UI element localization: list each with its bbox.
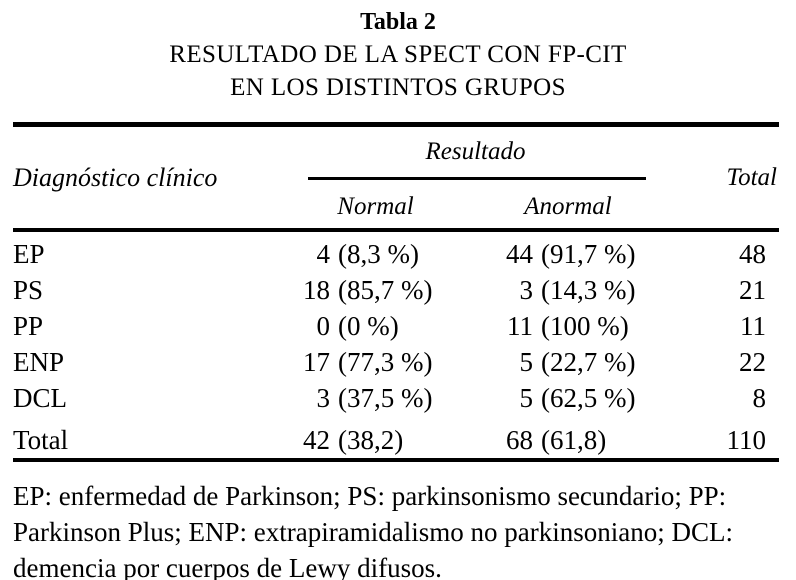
total-cell: 11 — [740, 311, 766, 341]
table-body-area: Diagnóstico clínico Resultado Normal Ano… — [13, 122, 779, 580]
abnormal-cell: 11 (100 %) — [468, 308, 668, 344]
normal-percent: (37,5 %) — [338, 383, 433, 413]
abnormal-percent: (62,5 %) — [541, 383, 636, 413]
row-label: Total — [13, 425, 69, 455]
result-spanner-rule — [308, 177, 646, 180]
abnormal-percent: (14,3 %) — [541, 275, 636, 305]
row-label: PP — [13, 311, 44, 341]
table-row: EP 4 (8,3 %) 44 (91,7 %) 48 — [13, 236, 779, 272]
normal-cell: 3 (37,5 %) — [283, 380, 468, 416]
header-bottom-rule — [13, 228, 779, 232]
normal-cell: 17 (77,3 %) — [283, 344, 468, 380]
normal-cell: 4 (8,3 %) — [283, 236, 468, 272]
total-cell: 21 — [739, 275, 766, 305]
footnote-line: demencia por cuerpos de Lewy difusos. — [13, 553, 442, 580]
abnormal-percent: (91,7 %) — [541, 239, 636, 269]
abnormal-percent: (100 %) — [541, 311, 629, 341]
header-abnormal: Anormal — [524, 193, 612, 220]
abnormal-count: 44 — [506, 239, 533, 269]
table-title-line-2: EN LOS DISTINTOS GRUPOS — [230, 74, 566, 101]
footnote-line: EP: enfermedad de Parkinson; PS: parkins… — [13, 481, 727, 511]
table-row: DCL 3 (37,5 %) 5 (62,5 %) 8 — [13, 380, 779, 416]
abnormal-cell: 5 (62,5 %) — [468, 380, 668, 416]
normal-cell: 0 (0 %) — [283, 308, 468, 344]
row-label: ENP — [13, 347, 65, 377]
table-header: Diagnóstico clínico Resultado Normal Ano… — [13, 127, 779, 228]
normal-count: 42 — [303, 425, 330, 455]
normal-cell: 42 (38,2) — [283, 422, 468, 458]
abnormal-count: 3 — [519, 275, 534, 305]
normal-count: 17 — [303, 347, 330, 377]
footnote-line: Parkinson Plus; ENP: extrapiramidalismo … — [13, 517, 733, 547]
table-row: PP 0 (0 %) 11 (100 %) 11 — [13, 308, 779, 344]
row-label: PS — [13, 275, 44, 305]
header-total: Total — [726, 163, 777, 191]
header-diagnosis: Diagnóstico clínico — [13, 162, 218, 192]
result-subcolumns: Normal Anormal — [283, 180, 668, 228]
normal-count: 18 — [303, 275, 330, 305]
totals-row: Total 42 (38,2) 68 (61,8) 110 — [13, 422, 779, 458]
top-rule — [13, 122, 779, 127]
normal-count: 3 — [316, 383, 331, 413]
abnormal-percent: (61,8) — [541, 425, 607, 455]
abnormal-cell: 44 (91,7 %) — [468, 236, 668, 272]
abnormal-cell: 5 (22,7 %) — [468, 344, 668, 380]
normal-percent: (0 %) — [338, 311, 399, 341]
table-row: ENP 17 (77,3 %) 5 (22,7 %) 22 — [13, 344, 779, 380]
normal-percent: (77,3 %) — [338, 347, 433, 377]
normal-count: 0 — [316, 311, 331, 341]
table-title-block: Tabla 2 RESULTADO DE LA SPECT CON FP-CIT… — [0, 0, 796, 104]
abnormal-count: 5 — [519, 383, 534, 413]
total-cell: 22 — [739, 347, 766, 377]
abnormal-count: 68 — [506, 425, 533, 455]
row-label: DCL — [13, 383, 67, 413]
total-cell: 48 — [739, 239, 766, 269]
normal-count: 4 — [316, 239, 331, 269]
total-cell: 8 — [752, 383, 767, 413]
table-number: Tabla 2 — [360, 9, 436, 35]
normal-percent: (8,3 %) — [338, 239, 419, 269]
bottom-rule — [13, 458, 779, 462]
abnormal-cell: 3 (14,3 %) — [468, 272, 668, 308]
header-normal: Normal — [337, 193, 414, 220]
normal-percent: (38,2) — [338, 425, 404, 455]
abnormal-count: 11 — [507, 311, 533, 341]
table-title-line-1: RESULTADO DE LA SPECT CON FP-CIT — [169, 41, 627, 68]
normal-percent: (85,7 %) — [338, 275, 433, 305]
header-result-label: Resultado — [425, 138, 526, 165]
header-result-group: Resultado Normal Anormal — [283, 127, 668, 228]
table-row: PS 18 (85,7 %) 3 (14,3 %) 21 — [13, 272, 779, 308]
row-label: EP — [13, 239, 45, 269]
abnormal-count: 5 — [519, 347, 534, 377]
table-footnote: EP: enfermedad de Parkinson; PS: parkins… — [13, 462, 779, 580]
abnormal-cell: 68 (61,8) — [468, 422, 668, 458]
table-rows: EP 4 (8,3 %) 44 (91,7 %) 48 PS 18 (85,7 … — [13, 232, 779, 458]
total-cell: 110 — [726, 425, 767, 455]
normal-cell: 18 (85,7 %) — [283, 272, 468, 308]
abnormal-percent: (22,7 %) — [541, 347, 636, 377]
